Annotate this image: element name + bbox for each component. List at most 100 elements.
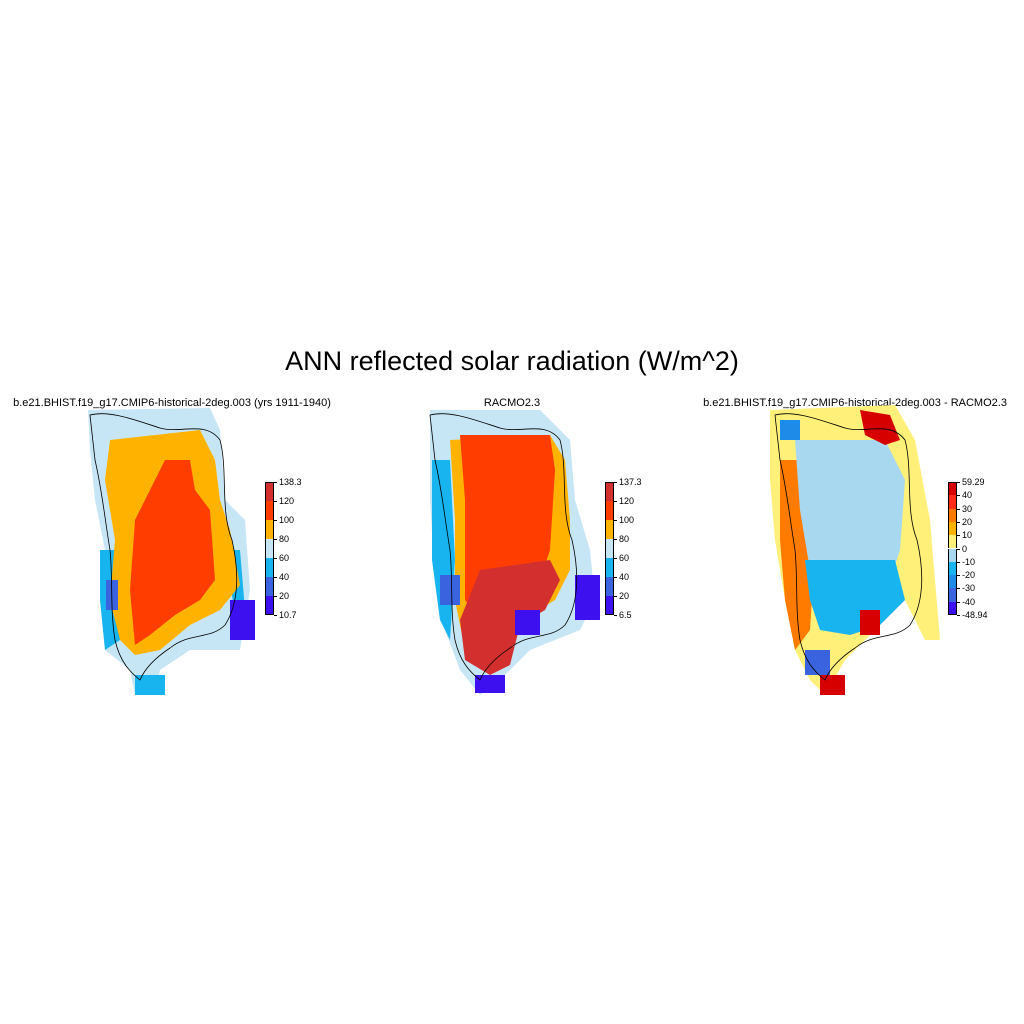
region-red-south bbox=[820, 675, 845, 695]
colorbar-swatch bbox=[605, 520, 614, 539]
colorbar-label: 59.29 bbox=[962, 477, 985, 487]
colorbar-swatch bbox=[605, 539, 614, 558]
colorbar-label: 10 bbox=[962, 530, 973, 541]
colorbar-label: 40 bbox=[619, 572, 630, 582]
colorbar-swatch bbox=[948, 508, 957, 522]
colorbar-swatch bbox=[605, 577, 614, 596]
greenland-map-racmo bbox=[429, 410, 600, 695]
region-cyan-south bbox=[135, 675, 165, 695]
colorbar-tick bbox=[274, 577, 277, 578]
region-red bbox=[130, 460, 215, 645]
region-violet-east bbox=[230, 600, 255, 640]
colorbar-tick bbox=[957, 482, 960, 483]
colorbar-swatch bbox=[948, 548, 957, 562]
colorbar-swatch bbox=[265, 558, 274, 577]
colorbar-label: -20 bbox=[962, 570, 976, 581]
colorbar-label: -10 bbox=[962, 556, 976, 567]
colorbar-diff: 59.29 40 30 20 10 0 -10 -20 -30 -40 -48.94 bbox=[948, 478, 1008, 622]
colorbar-tick bbox=[614, 482, 617, 483]
colorbar-swatch bbox=[948, 521, 957, 536]
colorbar-tick bbox=[614, 558, 617, 559]
region-red-southeast bbox=[860, 610, 880, 635]
colorbar-label: 40 bbox=[962, 490, 973, 501]
colorbar-swatch bbox=[605, 501, 614, 520]
colorbar-swatch bbox=[265, 596, 274, 615]
colorbar-tick bbox=[957, 548, 960, 550]
greenland-map-diff bbox=[770, 405, 940, 695]
colorbar-tick bbox=[614, 520, 617, 521]
colorbar-model: 138.3 120 100 80 60 40 20 10.7 bbox=[265, 478, 325, 622]
map-model bbox=[80, 400, 380, 700]
colorbar-label: 80 bbox=[619, 534, 630, 544]
colorbar-tick bbox=[957, 508, 960, 510]
main-title: ANN reflected solar radiation (W/m^2) bbox=[285, 346, 739, 376]
colorbar-tick bbox=[957, 535, 960, 537]
colorbar-tick bbox=[614, 596, 617, 597]
colorbar-label: -48.94 bbox=[962, 610, 988, 620]
colorbar-tick bbox=[274, 558, 277, 559]
colorbar-label: 80 bbox=[279, 534, 290, 544]
colorbar-swatch bbox=[948, 561, 957, 576]
colorbar-tick bbox=[614, 501, 617, 502]
colorbar-tick bbox=[957, 601, 960, 603]
colorbar-label: 138.3 bbox=[279, 477, 302, 487]
colorbar-tick bbox=[274, 482, 277, 483]
colorbar-tick bbox=[274, 615, 277, 616]
colorbar-tick bbox=[957, 495, 960, 497]
colorbar-label: 10.7 bbox=[279, 610, 297, 620]
colorbar-swatch bbox=[948, 482, 957, 496]
colorbar-swatch bbox=[605, 482, 614, 501]
colorbar-swatch bbox=[265, 482, 274, 501]
colorbar-tick bbox=[274, 539, 277, 540]
region-blue-nw bbox=[780, 420, 800, 440]
panel-title-diff: b.e21.BHIST.f19_g17.CMIP6-historical-2de… bbox=[703, 397, 1007, 409]
colorbar-label: 100 bbox=[619, 515, 635, 525]
region-cyan bbox=[805, 560, 905, 635]
colorbar-swatch bbox=[265, 577, 274, 596]
colorbar-tick bbox=[957, 561, 960, 563]
colorbar-racmo: 137.3 120 100 80 60 40 20 6.5 bbox=[605, 478, 665, 622]
region-violet-east bbox=[575, 575, 600, 620]
region-violet-mid bbox=[515, 610, 540, 635]
colorbar-swatch bbox=[948, 495, 957, 509]
colorbar-label: -40 bbox=[962, 596, 976, 607]
colorbar-tick bbox=[274, 520, 277, 521]
colorbar-swatch bbox=[948, 535, 957, 549]
region-violet-south bbox=[475, 675, 505, 693]
colorbar-swatch bbox=[605, 596, 614, 615]
map-racmo bbox=[420, 400, 720, 700]
coastline bbox=[429, 413, 578, 681]
colorbar-tick bbox=[957, 575, 960, 577]
colorbar-tick bbox=[957, 521, 960, 523]
panel-title-model: b.e21.BHIST.f19_g17.CMIP6-historical-2de… bbox=[13, 397, 331, 409]
colorbar-swatch bbox=[605, 558, 614, 577]
colorbar-swatch bbox=[948, 575, 957, 589]
colorbar-label: 6.5 bbox=[619, 610, 632, 620]
colorbar-label: 20 bbox=[619, 591, 630, 601]
colorbar-tick bbox=[614, 539, 617, 540]
colorbar-label: 0 bbox=[962, 543, 968, 554]
colorbar-label: 30 bbox=[962, 503, 973, 514]
panel-title-racmo: RACMO2.3 bbox=[483, 397, 541, 409]
colorbar-tick bbox=[957, 615, 960, 616]
region-red-east bbox=[860, 410, 900, 445]
colorbar-tick bbox=[614, 577, 617, 578]
colorbar-label: 20 bbox=[962, 516, 973, 527]
colorbar-swatch bbox=[265, 501, 274, 520]
colorbar-label: 137.3 bbox=[619, 477, 642, 487]
colorbar-label: 20 bbox=[279, 591, 290, 601]
colorbar-label: 120 bbox=[619, 496, 635, 506]
colorbar-tick bbox=[957, 588, 960, 590]
colorbar-label: 40 bbox=[279, 572, 290, 582]
region-dark-red bbox=[460, 560, 560, 675]
colorbar-label: -30 bbox=[962, 583, 976, 594]
colorbar-swatch bbox=[948, 601, 957, 615]
colorbar-label: 120 bbox=[279, 496, 295, 506]
greenland-map-model bbox=[88, 408, 255, 695]
colorbar-swatch bbox=[265, 520, 274, 539]
colorbar-tick bbox=[274, 501, 277, 502]
colorbar-tick bbox=[274, 596, 277, 597]
colorbar-label: 60 bbox=[619, 553, 630, 563]
colorbar-swatch bbox=[948, 588, 957, 602]
region-blue-west bbox=[440, 575, 460, 605]
